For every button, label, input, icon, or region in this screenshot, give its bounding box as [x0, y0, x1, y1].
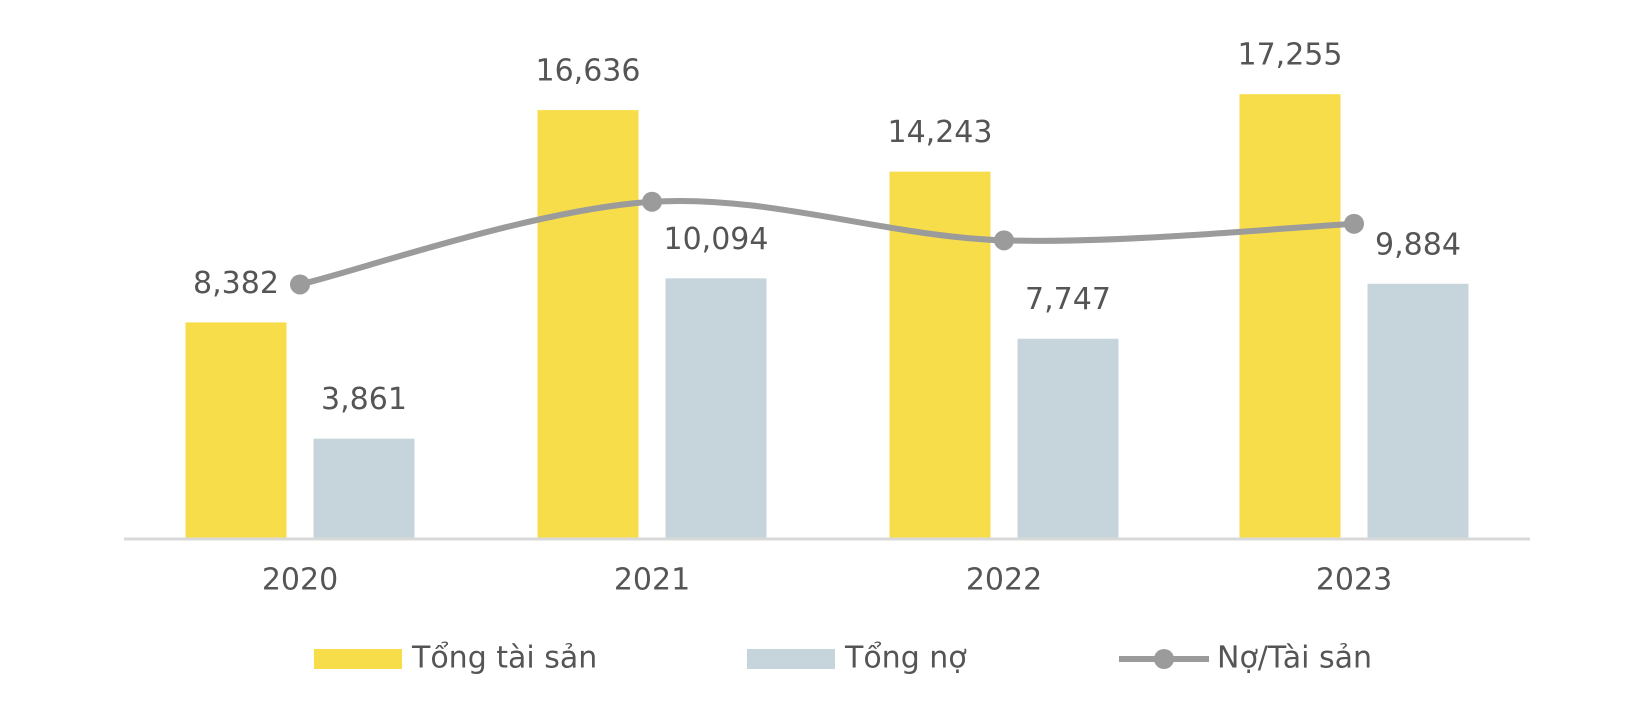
bar — [665, 278, 767, 538]
value-label: 16,636 — [536, 54, 641, 89]
legend-swatch — [314, 649, 402, 669]
bar — [185, 322, 287, 538]
line-dot — [290, 274, 310, 295]
value-label: 10,094 — [664, 222, 769, 257]
legend-label: Nợ/Tài sản — [1217, 641, 1372, 676]
legend-label: Tổng nợ — [844, 640, 967, 676]
x-tick-label: 2021 — [614, 563, 690, 598]
line-dot — [994, 230, 1014, 251]
legend-swatch — [747, 649, 835, 669]
bar — [537, 110, 639, 538]
value-label: 3,861 — [321, 382, 407, 417]
bar — [1017, 338, 1119, 538]
legend-label: Tổng tài sản — [411, 640, 597, 676]
value-label: 14,243 — [888, 115, 993, 150]
line — [299, 197, 1355, 288]
value-label: 9,884 — [1375, 227, 1461, 262]
x-tick-label: 2022 — [966, 563, 1042, 598]
bar — [889, 171, 991, 539]
line-dot — [1344, 213, 1364, 234]
value-label: 8,382 — [193, 266, 279, 301]
bar — [313, 438, 415, 538]
value-label: 7,747 — [1025, 282, 1111, 317]
line-dot — [642, 191, 662, 212]
x-tick-label: 2020 — [262, 563, 338, 598]
bar — [1367, 283, 1469, 538]
value-label: 17,255 — [1238, 38, 1343, 73]
bar — [1239, 94, 1341, 538]
x-tick-label: 2023 — [1316, 563, 1392, 598]
legend-dot — [1154, 649, 1174, 669]
